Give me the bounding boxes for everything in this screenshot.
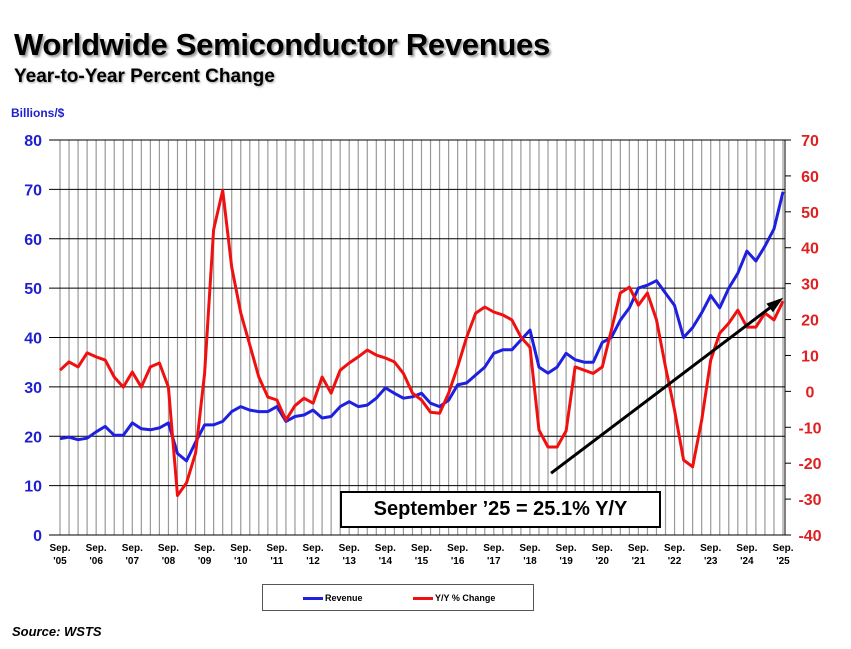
left-tick-label: 60	[24, 232, 42, 249]
x-tick-label-year: '13	[342, 556, 356, 567]
x-tick-label-month: Sep.	[86, 543, 107, 554]
x-tick-label-month: Sep.	[592, 543, 613, 554]
right-tick-label: 0	[806, 384, 815, 401]
right-tick-label: 60	[801, 169, 819, 186]
right-tick-label: 30	[801, 277, 819, 294]
legend-item-yoy: Y/Y % Change	[413, 593, 495, 603]
annotation-box: September ’25 = 25.1% Y/Y	[340, 491, 661, 528]
right-tick-label: -30	[798, 492, 821, 509]
legend-label: Revenue	[325, 593, 363, 603]
x-tick-label-month: Sep.	[556, 543, 577, 554]
x-tick-label-year: '07	[126, 556, 140, 567]
x-tick-label-year: '05	[53, 556, 67, 567]
x-tick-label-year: '24	[740, 556, 754, 567]
x-tick-label-month: Sep.	[447, 543, 468, 554]
x-tick-label-month: Sep.	[483, 543, 504, 554]
x-tick-label-year: '22	[668, 556, 682, 567]
left-tick-label: 50	[24, 281, 42, 298]
x-tick-label-year: '19	[559, 556, 573, 567]
x-tick-label-month: Sep.	[49, 543, 70, 554]
x-tick-label-month: Sep.	[230, 543, 251, 554]
arrow-head-icon	[766, 297, 784, 313]
legend: Revenue Y/Y % Change	[262, 584, 534, 611]
x-tick-label-month: Sep.	[122, 543, 143, 554]
x-tick-label-year: '09	[198, 556, 212, 567]
legend-swatch-revenue	[303, 596, 323, 600]
trend-arrow	[550, 298, 781, 475]
left-tick-label: 80	[24, 133, 42, 150]
legend-swatch-yoy	[413, 596, 433, 600]
y-axis-label: Billions/$	[11, 106, 65, 120]
right-tick-label: 10	[801, 348, 819, 365]
x-tick-label-month: Sep.	[664, 543, 685, 554]
x-tick-label-month: Sep.	[736, 543, 757, 554]
left-tick-label: 20	[24, 429, 42, 446]
x-tick-label-year: '14	[379, 556, 393, 567]
x-tick-label-month: Sep.	[266, 543, 287, 554]
x-tick-label-year: '06	[89, 556, 103, 567]
right-tick-label: -40	[798, 528, 821, 545]
left-tick-label: 10	[24, 479, 42, 496]
x-tick-label-month: Sep.	[772, 543, 793, 554]
x-tick-label-year: '20	[595, 556, 609, 567]
x-tick-label-year: '21	[632, 556, 646, 567]
right-tick-label: 50	[801, 205, 819, 222]
right-tick-label: 40	[801, 241, 819, 258]
x-tick-label-year: '10	[234, 556, 248, 567]
x-tick-label-month: Sep.	[375, 543, 396, 554]
x-tick-label-month: Sep.	[519, 543, 540, 554]
x-tick-label-year: '18	[523, 556, 537, 567]
left-tick-label: 40	[24, 331, 42, 348]
x-tick-label-month: Sep.	[700, 543, 721, 554]
x-tick-label-month: Sep.	[158, 543, 179, 554]
x-tick-label-year: '12	[306, 556, 320, 567]
left-tick-label: 70	[24, 182, 42, 199]
x-tick-label-year: '25	[776, 556, 790, 567]
legend-label: Y/Y % Change	[435, 593, 496, 603]
right-tick-label: 20	[801, 313, 819, 330]
right-tick-label: -10	[798, 420, 821, 437]
right-tick-label: 70	[801, 133, 819, 150]
legend-item-revenue: Revenue	[303, 593, 363, 603]
x-tick-label-year: '23	[704, 556, 718, 567]
chart-title: Worldwide Semiconductor Revenues	[14, 27, 550, 62]
x-tick-label-year: '17	[487, 556, 501, 567]
x-tick-label-year: '15	[415, 556, 429, 567]
right-tick-label: -20	[798, 456, 821, 473]
left-tick-label: 0	[33, 528, 42, 545]
x-tick-label-month: Sep.	[339, 543, 360, 554]
left-tick-label: 30	[24, 380, 42, 397]
chart-subtitle: Year-to-Year Percent Change	[14, 66, 275, 87]
source-note: Source: WSTS	[12, 624, 102, 639]
x-tick-label-year: '16	[451, 556, 465, 567]
x-tick-label-month: Sep.	[411, 543, 432, 554]
x-tick-label-year: '08	[162, 556, 176, 567]
x-tick-label-year: '11	[270, 556, 283, 567]
x-tick-label-month: Sep.	[194, 543, 215, 554]
x-tick-label-month: Sep.	[302, 543, 323, 554]
x-tick-label-month: Sep.	[628, 543, 649, 554]
